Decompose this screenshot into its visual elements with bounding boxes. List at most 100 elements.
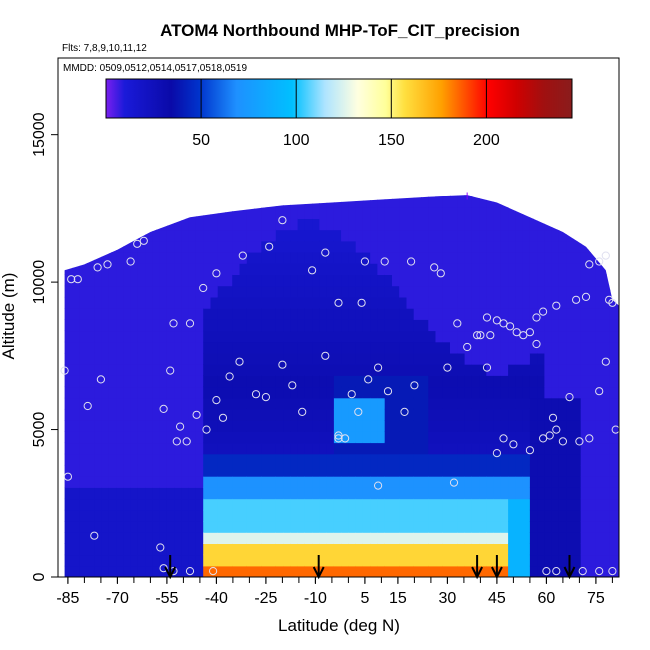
field-cell — [312, 196, 320, 208]
field-cell — [457, 408, 466, 421]
field-cell — [450, 274, 458, 287]
field-cell — [486, 341, 495, 354]
field-cell — [239, 453, 248, 466]
field-cell — [362, 554, 371, 567]
field-cell — [384, 453, 393, 466]
field-cell — [566, 498, 575, 511]
field-cell — [384, 521, 393, 533]
field-cell — [370, 442, 379, 455]
field-cell — [72, 532, 81, 544]
field-cell — [609, 296, 618, 309]
field-cell — [566, 408, 575, 421]
field-cell — [471, 386, 480, 399]
profile-point — [449, 478, 459, 487]
field-cell — [617, 207, 619, 219]
field-cell — [145, 509, 153, 522]
field-cell — [166, 431, 175, 444]
field-cell — [72, 207, 81, 219]
field-cell — [72, 330, 81, 343]
field-cell — [312, 285, 320, 298]
field-cell — [355, 453, 364, 466]
field-cell — [551, 509, 560, 522]
field-cell — [268, 442, 277, 455]
field-cell — [210, 464, 219, 477]
field-cell — [225, 476, 233, 488]
field-cell — [573, 341, 582, 354]
field-cell — [239, 476, 248, 488]
field-cell — [79, 240, 88, 253]
field-cell — [522, 263, 531, 275]
field-cell — [370, 285, 379, 298]
field-cell — [384, 341, 393, 354]
field-cell — [609, 196, 618, 208]
field-cell — [174, 263, 183, 275]
field-cell — [304, 397, 313, 410]
field-cell — [602, 341, 611, 354]
field-cell — [304, 532, 313, 544]
profile-point — [67, 275, 76, 284]
field-cell — [145, 285, 153, 298]
field-cell — [450, 554, 458, 567]
field-cell — [166, 397, 175, 410]
field-cell — [203, 408, 212, 421]
field-cell — [283, 352, 291, 365]
field-cell — [275, 442, 284, 455]
y-tick-label: 15000 — [31, 112, 48, 157]
field-cell — [181, 308, 190, 320]
field-cell — [254, 319, 262, 332]
field-cell — [195, 196, 204, 208]
field-cell — [486, 207, 495, 219]
field-cell — [203, 464, 212, 477]
field-cell — [413, 476, 422, 488]
field-cell — [515, 319, 524, 332]
field-cell — [254, 364, 262, 376]
field-cell — [188, 341, 197, 354]
field-cell — [471, 196, 480, 208]
field-cell — [479, 431, 487, 444]
profile-point — [512, 328, 521, 337]
field-cell — [537, 554, 546, 567]
field-cell — [558, 263, 567, 275]
field-cell — [145, 341, 153, 354]
field-cell — [573, 509, 582, 522]
field-cell — [145, 565, 153, 577]
field-cell — [210, 196, 219, 208]
profile-point — [225, 372, 234, 381]
field-cell — [609, 453, 618, 466]
field-cell — [341, 431, 349, 444]
field-cell — [174, 195, 183, 197]
field-cell — [195, 240, 204, 253]
field-cell — [617, 476, 619, 488]
field-cell — [326, 285, 335, 298]
field-cell — [435, 532, 444, 544]
field-cell — [537, 195, 546, 197]
field-cell — [246, 453, 255, 466]
field-cell — [210, 532, 219, 544]
field-cell — [515, 487, 524, 500]
field-cell — [174, 352, 183, 365]
field-cell — [333, 498, 342, 511]
field-cell — [304, 431, 313, 444]
field-cell — [137, 195, 146, 197]
field-cell — [471, 408, 480, 421]
field-cell — [195, 207, 204, 219]
field-cell — [326, 207, 335, 219]
field-cell — [580, 296, 589, 309]
field-cell — [65, 464, 74, 477]
field-cell — [566, 487, 575, 500]
field-cell — [399, 240, 408, 253]
field-cell — [116, 229, 124, 242]
field-cell — [108, 240, 117, 253]
field-cell — [174, 229, 183, 242]
field-cell — [355, 498, 364, 511]
field-cell — [413, 397, 422, 410]
field-cell — [428, 554, 437, 567]
field-cell — [145, 252, 153, 264]
field-cell — [377, 207, 386, 219]
field-cell — [72, 498, 81, 511]
field-cell — [493, 375, 502, 388]
field-cell — [595, 453, 604, 466]
field-cell — [370, 364, 379, 376]
field-cell — [87, 565, 95, 577]
field-cell — [108, 352, 117, 365]
